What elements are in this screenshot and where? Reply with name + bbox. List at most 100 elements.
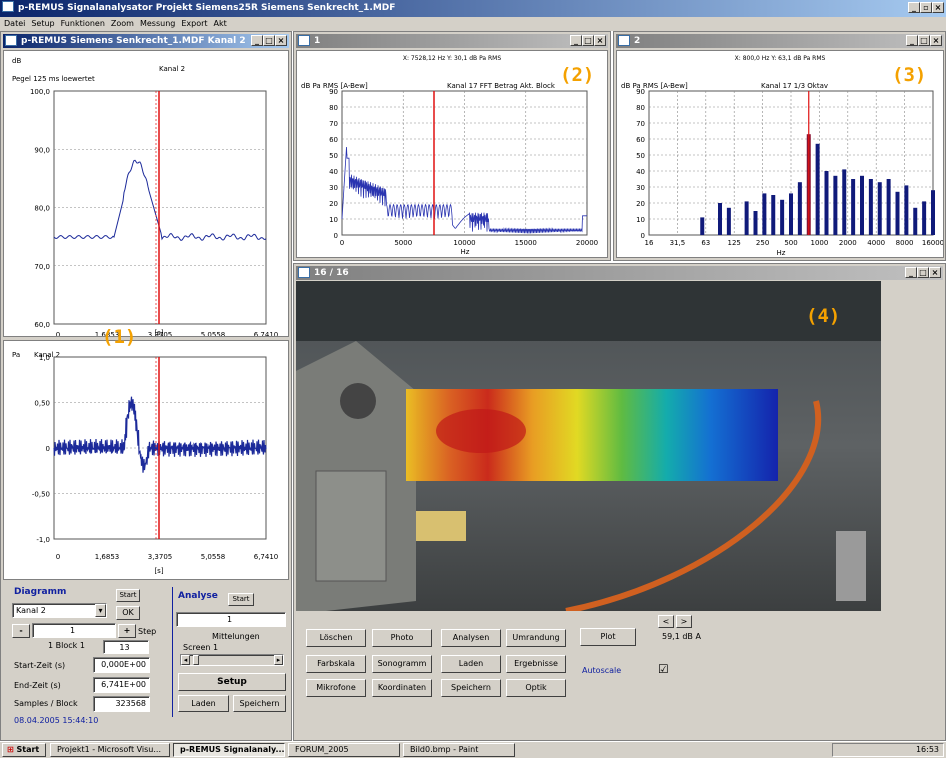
- camera-button-umrandung[interactable]: Umrandung: [506, 629, 566, 647]
- menu-item-1[interactable]: Setup: [31, 19, 55, 28]
- x-tick-label: 20000: [576, 239, 598, 247]
- win3-minimize-icon[interactable]: _: [906, 35, 918, 46]
- block-minus-button[interactable]: -: [12, 624, 30, 638]
- win2-close-icon[interactable]: ×: [594, 35, 606, 46]
- camera-button-l-schen[interactable]: Löschen: [306, 629, 366, 647]
- camera-button-optik[interactable]: Optik: [506, 679, 566, 697]
- win2-title: 1: [314, 36, 321, 46]
- taskbar-item-paint[interactable]: Bild0.bmp - Paint: [403, 743, 515, 757]
- win1-maximize-icon[interactable]: □: [263, 35, 275, 46]
- kanal-select[interactable]: Kanal 2: [12, 603, 107, 618]
- oct-channel-label: Kanal 17 1/3 Oktav: [761, 82, 828, 90]
- annotation-1: (1): [102, 326, 137, 348]
- setup-button[interactable]: Setup: [178, 673, 286, 691]
- camera-button-koordinaten[interactable]: Koordinaten: [372, 679, 432, 697]
- y-tick-label: -0,50: [32, 491, 50, 499]
- octave-bar: [895, 191, 900, 235]
- y-tick-label: 80,0: [34, 205, 50, 213]
- camera-button-ergebnisse[interactable]: Ergebnisse: [506, 655, 566, 673]
- slider-left-arrow-icon[interactable]: ◂: [181, 655, 190, 665]
- restore-icon[interactable]: ▫: [920, 2, 932, 13]
- octave-bar: [868, 179, 873, 235]
- fft-xunit: Hz: [461, 248, 470, 256]
- y-tick-label: 60: [636, 136, 645, 144]
- autoscale-checkbox[interactable]: ☑: [658, 662, 669, 676]
- win3-maximize-icon[interactable]: □: [918, 35, 930, 46]
- win1-close-icon[interactable]: ×: [275, 35, 287, 46]
- start-button[interactable]: ⊞ Start: [2, 743, 46, 757]
- app-icon: [2, 1, 14, 12]
- nav-next-button[interactable]: >: [676, 615, 692, 628]
- octave-bar: [886, 179, 891, 235]
- y-tick-label: 70,0: [34, 263, 50, 271]
- win2-minimize-icon[interactable]: _: [570, 35, 582, 46]
- y-tick-label: 90: [636, 88, 645, 96]
- annotation-2: (2): [560, 64, 595, 86]
- end-zeit-field[interactable]: 6,741E+00: [93, 677, 150, 693]
- win4-close-icon[interactable]: ×: [929, 267, 941, 278]
- x-tick-label: 5,0558: [201, 553, 226, 561]
- top-channel-label: Kanal 2: [159, 65, 185, 73]
- x-tick-label: 4000: [867, 239, 885, 247]
- nav-prev-button[interactable]: <: [658, 615, 674, 628]
- kanal-select-value: Kanal 2: [16, 606, 46, 615]
- win1-top-plot-panel: dB Kanal 2 Pegel 125 ms loewertet 100,0 9…: [3, 50, 289, 339]
- win1-title: p-REMUS Siemens Senkrecht_1.MDF Kanal 2: [21, 36, 246, 46]
- camera-button-sonogramm[interactable]: Sonogramm: [372, 655, 432, 673]
- taskbar-item-forum[interactable]: FORUM_2005: [288, 743, 400, 757]
- close-icon[interactable]: ×: [932, 2, 944, 13]
- y-tick-label: 70: [636, 120, 645, 128]
- menu-item-5[interactable]: Export: [181, 19, 208, 28]
- slider-right-arrow-icon[interactable]: ▸: [274, 655, 283, 665]
- camera-button-photo[interactable]: Photo: [372, 629, 432, 647]
- octave-bar: [842, 169, 847, 235]
- screen-slider[interactable]: ◂ ▸: [180, 654, 284, 666]
- analyse-start-button[interactable]: Start: [228, 593, 254, 606]
- mittelungen-field[interactable]: 1: [176, 612, 286, 627]
- start-zeit-field[interactable]: 0,000E+00: [93, 657, 150, 673]
- camera-button-speichern[interactable]: Speichern: [441, 679, 501, 697]
- plot-button[interactable]: Plot: [580, 628, 636, 646]
- y-tick-label: 100,0: [30, 88, 50, 96]
- menu-item-4[interactable]: Messung: [139, 19, 176, 28]
- diagramm-start-button[interactable]: Start: [116, 589, 140, 602]
- photo-machine-plate: [315, 470, 387, 582]
- camera-button-analysen[interactable]: Analysen: [441, 629, 501, 647]
- minimize-icon[interactable]: _: [908, 2, 920, 13]
- win3-close-icon[interactable]: ×: [930, 35, 942, 46]
- heatmap-hotspot: [436, 409, 526, 453]
- ok-button[interactable]: OK: [116, 606, 140, 620]
- speichern-button[interactable]: Speichern: [233, 695, 286, 712]
- win1-minimize-icon[interactable]: _: [251, 35, 263, 46]
- win4-minimize-icon[interactable]: _: [905, 267, 917, 278]
- slider-thumb[interactable]: [193, 655, 199, 665]
- block-input[interactable]: 1: [32, 623, 116, 638]
- camera-button-farbskala[interactable]: Farbskala: [306, 655, 366, 673]
- laden-button[interactable]: Laden: [178, 695, 229, 712]
- menu-item-6[interactable]: Akt: [213, 19, 227, 28]
- menu-item-2[interactable]: Funktionen: [60, 19, 105, 28]
- screen-label: Screen 1: [183, 643, 219, 652]
- octave-bar: [718, 203, 722, 235]
- taskbar-item-visual[interactable]: Projekt1 - Microsoft Visu...: [50, 743, 170, 757]
- oct-ylabel: dB Pa RMS [A-Bew]: [621, 82, 688, 90]
- top-xunit-label: [s]: [154, 329, 163, 336]
- block-plus-button[interactable]: +: [118, 624, 136, 638]
- y-tick-label: 0,50: [34, 400, 50, 408]
- camera-button-mikrofone[interactable]: Mikrofone: [306, 679, 366, 697]
- camera-button-laden[interactable]: Laden: [441, 655, 501, 673]
- y-tick-label: 10: [636, 216, 645, 224]
- y-tick-label: 20: [636, 200, 645, 208]
- menu-item-3[interactable]: Zoom: [110, 19, 134, 28]
- menu-item-0[interactable]: Datei: [4, 19, 26, 28]
- y-tick-label: 1,0: [39, 354, 50, 362]
- x-tick-label: 10000: [453, 239, 475, 247]
- win2-maximize-icon[interactable]: □: [582, 35, 594, 46]
- kanal-dropdown-icon[interactable]: ▾: [95, 604, 106, 617]
- taskbar-item-remus[interactable]: p-REMUS Signalanaly...: [173, 743, 285, 757]
- y-tick-label: 70: [329, 120, 338, 128]
- win4-title: 16 / 16: [314, 268, 349, 278]
- win4-maximize-icon[interactable]: □: [917, 267, 929, 278]
- win1-bottom-plot-panel: Pa Kanal 2 1,0 0,50 0 -0,50 -1,0 0 1,6853 3,370…: [3, 340, 289, 580]
- x-tick-label: 1,6853: [95, 331, 120, 336]
